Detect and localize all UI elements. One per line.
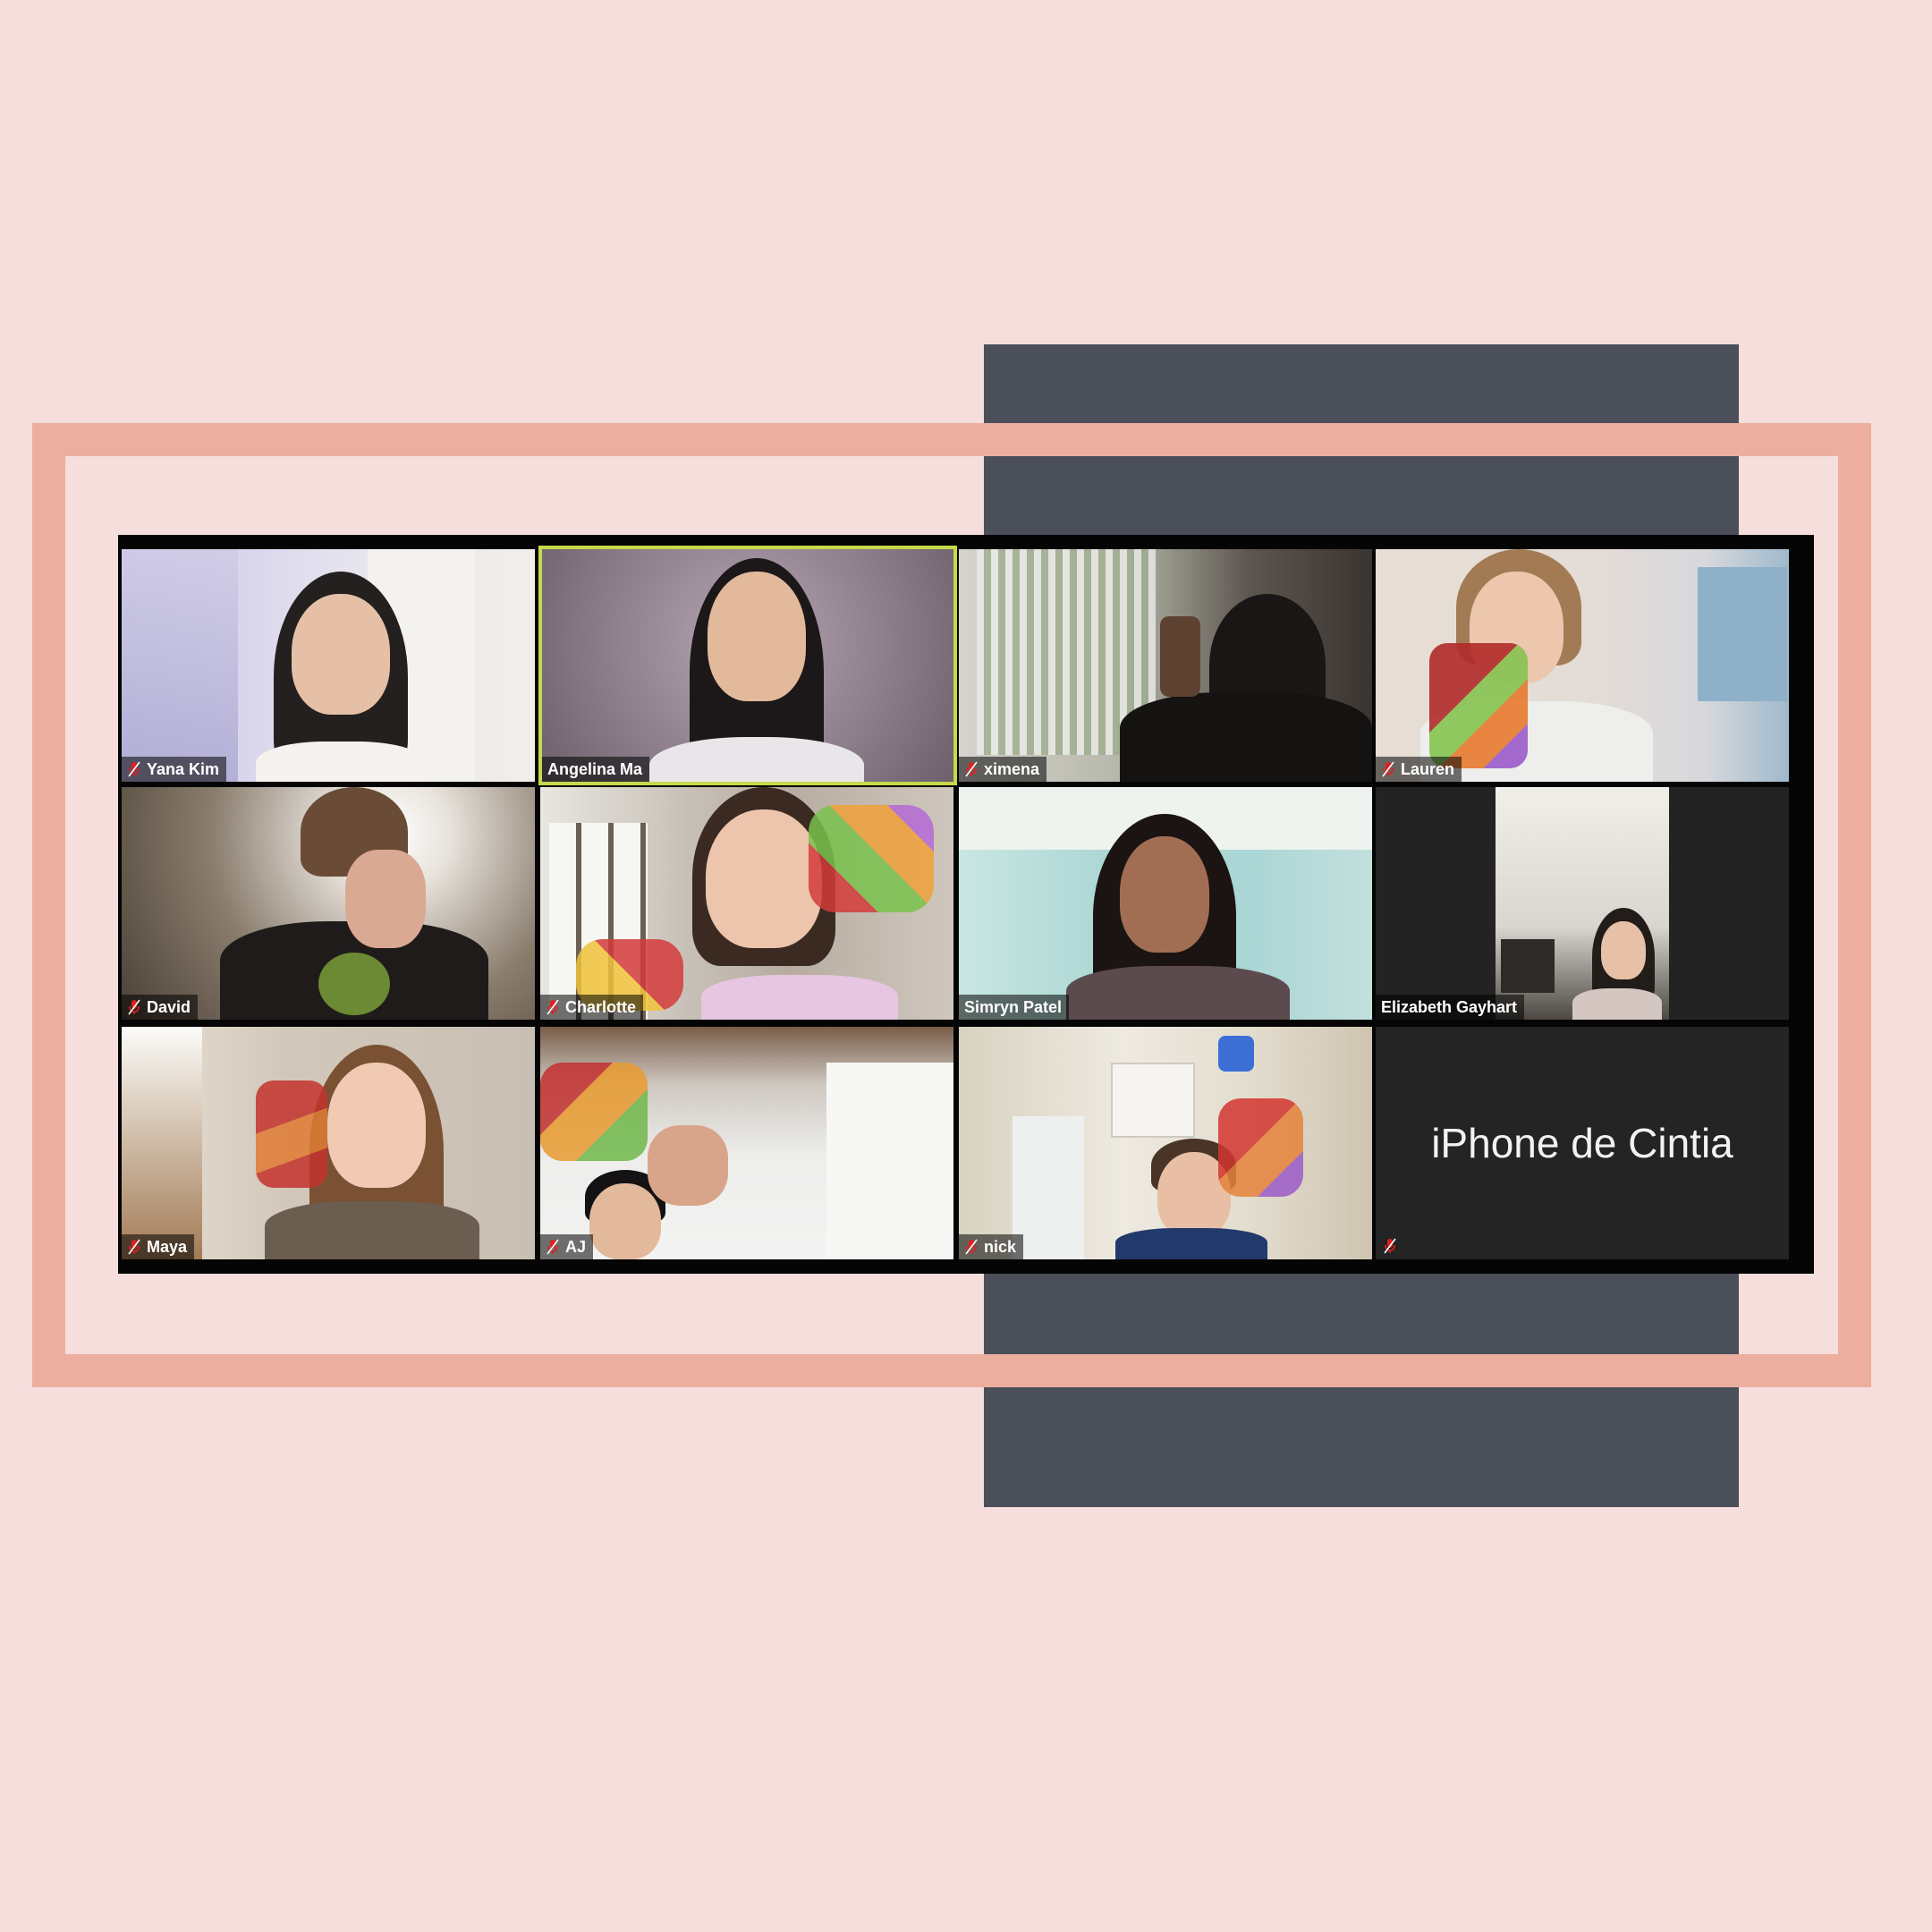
video-tile-ximena[interactable]: ximena (959, 549, 1372, 782)
participant-name-tag: Simryn Patel (959, 995, 1070, 1020)
mic-muted-icon (127, 999, 141, 1015)
video-tile-charlotte[interactable]: Charlotte (540, 787, 953, 1020)
participant-name: Angelina Ma (547, 759, 643, 778)
video-tile-elizabeth-gayhart[interactable]: Elizabeth Gayhart (1376, 787, 1789, 1020)
participant-name-tag: Yana Kim (122, 757, 227, 782)
mic-muted-icon (1381, 761, 1395, 777)
mic-muted-icon (546, 1239, 560, 1255)
participant-name: AJ (565, 1237, 587, 1256)
participant-name-tag: Charlotte (540, 995, 644, 1020)
video-tile-maya[interactable]: Maya (122, 1027, 535, 1259)
video-tile-aj[interactable]: AJ (540, 1027, 953, 1259)
participant-name: nick (984, 1237, 1017, 1256)
participant-name: ximena (984, 759, 1040, 778)
participant-name: Yana Kim (147, 759, 220, 778)
video-tile-simryn-patel[interactable]: Simryn Patel (959, 787, 1372, 1020)
mic-muted-icon (964, 1239, 979, 1255)
mic-muted-icon (1383, 1238, 1397, 1254)
video-tile-lauren[interactable]: Lauren (1376, 549, 1789, 782)
participant-name: Lauren (1401, 759, 1455, 778)
video-tile-angelina-ma[interactable]: Angelina Ma (538, 546, 957, 785)
participant-name-tag: Lauren (1376, 757, 1462, 782)
video-gallery: Yana Kim Angelina Ma ximena Lauren (118, 535, 1814, 1274)
participant-name: Charlotte (565, 997, 637, 1016)
participant-name-tag: ximena (959, 757, 1047, 782)
video-tile-nick[interactable]: nick (959, 1027, 1372, 1259)
decorative-frame (32, 423, 1871, 1387)
participant-name: Maya (147, 1237, 188, 1256)
participant-name-tag: AJ (540, 1234, 594, 1259)
participant-name-tag: David (122, 995, 199, 1020)
video-tile-david[interactable]: David (122, 787, 535, 1020)
mic-muted-icon (127, 1239, 141, 1255)
mic-muted-icon (546, 999, 560, 1015)
mic-muted-icon (127, 761, 141, 777)
participant-name-tag: Angelina Ma (542, 757, 650, 782)
participant-name-tag: Elizabeth Gayhart (1376, 995, 1525, 1020)
participant-name: iPhone de Cintia (1431, 1120, 1733, 1166)
video-tile-yana-kim[interactable]: Yana Kim (122, 549, 535, 782)
participant-name-tag: nick (959, 1234, 1024, 1259)
participant-name: Elizabeth Gayhart (1381, 997, 1518, 1016)
participant-name: Simryn Patel (964, 997, 1063, 1016)
mic-muted-icon (964, 761, 979, 777)
participant-name: David (147, 997, 191, 1016)
video-tile-iphone-de-cintia[interactable]: iPhone de Cintia (1376, 1027, 1789, 1259)
participant-name-tag: Maya (122, 1234, 195, 1259)
